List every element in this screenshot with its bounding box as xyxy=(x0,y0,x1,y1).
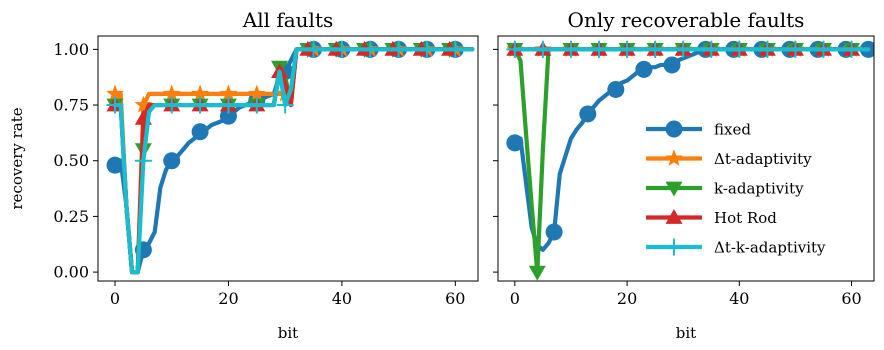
data-point xyxy=(163,152,181,170)
series-fixed xyxy=(106,40,475,275)
x-tick-label: 0 xyxy=(110,289,120,308)
data-point xyxy=(106,84,124,102)
data-point xyxy=(545,223,563,241)
series-line xyxy=(512,47,871,252)
data-point xyxy=(163,96,181,114)
data-point xyxy=(219,96,237,114)
legend-label: Hot Rod xyxy=(714,209,777,227)
data-point xyxy=(106,96,124,114)
panel-only-recoverable-faults: Only recoverable faults bit 0 20 40 60 fixed… xyxy=(493,8,875,342)
data-point xyxy=(607,80,625,98)
panel-title: All faults xyxy=(242,8,334,32)
legend-label: k-adaptivity xyxy=(714,180,804,198)
data-point xyxy=(191,96,209,114)
series--t-k-adaptivity xyxy=(506,40,871,58)
data-point xyxy=(814,40,832,58)
legend-label: Δt-adaptivity xyxy=(714,150,812,168)
data-point xyxy=(646,40,664,58)
x-tick-label: 20 xyxy=(218,289,238,308)
series--t-k-adaptivity xyxy=(106,40,475,275)
y-axis-label: recovery rate xyxy=(8,107,26,209)
data-point xyxy=(134,152,152,170)
data-point xyxy=(106,156,124,174)
y-tick-label: 1.00 xyxy=(53,40,89,59)
data-point xyxy=(134,95,153,113)
panel-all-faults: All faults recovery rate bit 0 20 40 60 0.00… xyxy=(8,8,479,342)
plot-area xyxy=(106,40,475,275)
data-point xyxy=(534,40,552,58)
data-point xyxy=(665,120,683,138)
legend-entry: fixed xyxy=(646,120,751,139)
data-point xyxy=(191,123,209,141)
legend: fixed Δt-adaptivity k-adaptivity Hot Rod Δt-… xyxy=(646,120,826,257)
data-point xyxy=(579,105,597,123)
data-point xyxy=(635,60,653,78)
y-tick-label: 0.00 xyxy=(53,263,89,282)
data-point xyxy=(730,40,748,58)
data-point xyxy=(665,238,683,256)
data-point xyxy=(247,84,266,102)
legend-entry: k-adaptivity xyxy=(646,180,804,198)
data-point xyxy=(219,107,237,125)
x-tick-label: 0 xyxy=(510,289,520,308)
data-point xyxy=(446,40,464,58)
data-point xyxy=(786,40,804,58)
data-point xyxy=(162,84,181,102)
plot-area xyxy=(505,40,874,281)
data-point xyxy=(663,56,681,74)
data-point xyxy=(562,40,580,58)
x-tick-label: 20 xyxy=(617,289,637,308)
data-point xyxy=(590,40,608,58)
axes-frame xyxy=(497,35,875,282)
x-axis-label: bit xyxy=(278,324,298,342)
legend-label: Δt-k-adaptivity xyxy=(714,239,826,257)
data-point xyxy=(843,40,861,58)
legend-entry: Hot Rod xyxy=(646,209,777,227)
data-point xyxy=(702,40,720,58)
x-tick-label: 40 xyxy=(332,289,352,308)
data-point xyxy=(248,96,266,114)
y-tick-label: 0.25 xyxy=(53,207,89,226)
data-point xyxy=(305,40,323,58)
x-axis-label: bit xyxy=(676,324,696,342)
legend-label: fixed xyxy=(714,121,751,139)
data-point xyxy=(758,40,776,58)
data-point xyxy=(665,181,683,197)
y-tick-label: 0.75 xyxy=(53,96,89,115)
data-point xyxy=(191,84,209,102)
data-point xyxy=(418,40,436,58)
data-point xyxy=(361,40,379,58)
data-point xyxy=(506,134,524,152)
x-tick-label: 60 xyxy=(841,289,861,308)
data-point xyxy=(618,40,636,58)
y-tick-label: 0.50 xyxy=(53,151,89,170)
data-point xyxy=(674,40,692,58)
data-point xyxy=(665,149,683,167)
data-point xyxy=(528,265,546,281)
x-tick-label: 40 xyxy=(729,289,749,308)
data-point xyxy=(333,40,351,58)
data-point xyxy=(390,40,408,58)
panel-title: Only recoverable faults xyxy=(568,8,805,32)
data-point xyxy=(219,84,238,102)
legend-entry: Δt-k-adaptivity xyxy=(646,238,826,257)
legend-entry: Δt-adaptivity xyxy=(646,149,812,168)
data-point xyxy=(276,96,294,114)
data-point xyxy=(665,209,683,224)
x-tick-label: 60 xyxy=(445,289,465,308)
axes-frame xyxy=(97,35,479,282)
data-point xyxy=(506,40,524,58)
